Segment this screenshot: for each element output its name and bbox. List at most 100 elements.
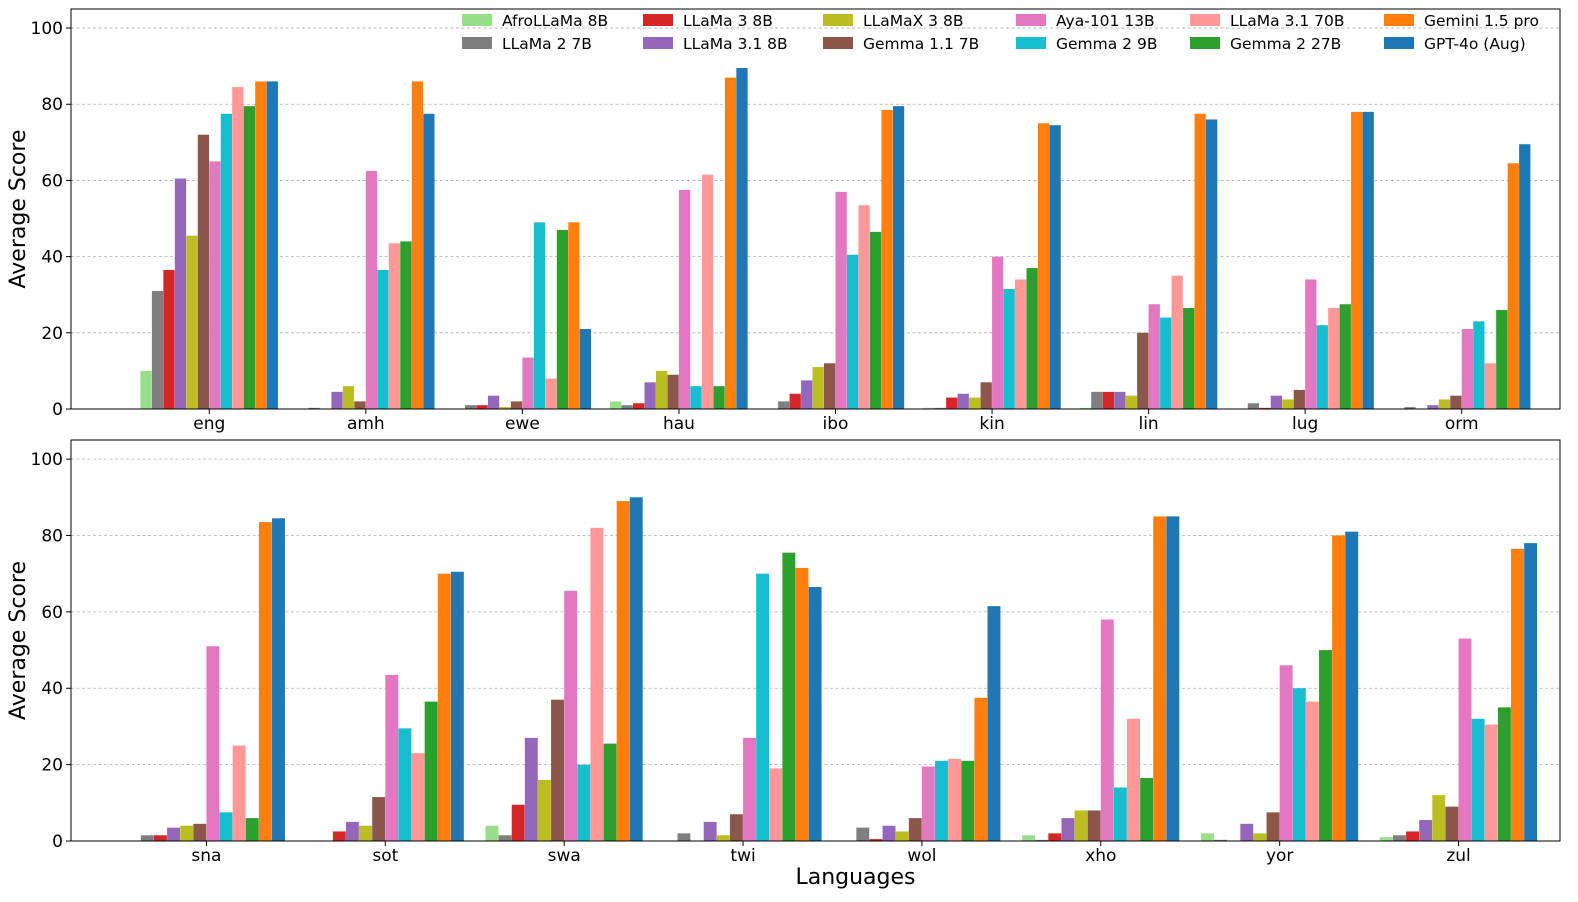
bar-sot-llama-3-1-70b <box>411 753 425 841</box>
bar-zul-aya-101-13b <box>1458 638 1472 841</box>
bar-xho-llama-3-8b <box>1048 833 1062 841</box>
bar-xho-llama-3-1-8b <box>1061 818 1075 841</box>
bar-sna-llamax-3-8b <box>180 825 194 841</box>
x-tick-label-kin: kin <box>979 414 1004 434</box>
bar-ibo-llama-2-7b <box>778 401 790 409</box>
bar-swa-gemini-1-5-pro <box>616 501 630 841</box>
bar-eng-llama-3-1-8b <box>174 178 187 409</box>
bar-twi-gemma-2-9b <box>756 573 770 841</box>
bar-sna-llama-2-7b <box>140 835 154 841</box>
bar-ewe-gemma-2-27b <box>556 229 569 409</box>
y-tick-label: 40 <box>41 248 63 268</box>
bar-orm-gemma-2-9b <box>1473 321 1485 409</box>
bar-amh-gemma-2-27b <box>400 241 412 409</box>
bar-kin-afrollama-8b <box>923 407 935 409</box>
bar-lin-gemma-1-1-7b <box>1137 332 1149 409</box>
x-tick-label-sna: sna <box>191 846 221 866</box>
bar-hau-gpt-4o-aug- <box>736 68 748 410</box>
bar-zul-llama-3-1-70b <box>1484 724 1498 841</box>
bar-yor-afrollama-8b <box>1200 833 1214 841</box>
x-tick-label-orm: orm <box>1445 414 1479 434</box>
x-tick-label-sot: sot <box>372 846 398 866</box>
bar-yor-gemini-1-5-pro <box>1332 535 1346 841</box>
bar-orm-aya-101-13b <box>1461 329 1474 409</box>
y-tick-label: 60 <box>41 171 63 191</box>
bar-sot-gpt-4o-aug- <box>450 571 464 841</box>
bar-amh-llama-3-1-8b <box>331 391 343 409</box>
bar-eng-aya-101-13b <box>209 161 221 409</box>
x-tick-label-ibo: ibo <box>823 414 849 434</box>
bar-lug-llama-3-1-70b <box>1328 308 1340 409</box>
bar-orm-llamax-3-8b <box>1438 399 1451 409</box>
bar-wol-aya-101-13b <box>921 766 935 841</box>
bar-eng-gpt-4o-aug- <box>266 81 278 409</box>
bar-hau-llamax-3-8b <box>655 370 668 409</box>
x-axis-label: Languages <box>795 865 915 890</box>
x-tick-label-swa: swa <box>548 846 581 866</box>
bar-yor-llama-3-1-70b <box>1305 701 1319 841</box>
bar-eng-gemma-2-9b <box>220 113 233 409</box>
bar-eng-llama-3-8b <box>163 269 175 409</box>
bar-orm-gemma-1-1-7b <box>1450 395 1462 409</box>
x-tick-label-zul: zul <box>1446 846 1470 866</box>
bar-hau-gemma-2-9b <box>690 386 702 409</box>
bar-lin-gemma-2-9b <box>1160 317 1172 409</box>
bar-kin-llama-3-1-8b <box>957 393 969 409</box>
bar-sna-llama-3-1-70b <box>232 745 246 841</box>
bar-sna-aya-101-13b <box>206 646 220 841</box>
y-tick-label: 20 <box>41 756 63 776</box>
legend-label: Gemma 2 27B <box>1230 35 1341 53</box>
bar-orm-gpt-4o-aug- <box>1519 144 1531 409</box>
bar-ibo-llamax-3-8b <box>812 367 824 409</box>
bar-ewe-aya-101-13b <box>522 357 534 409</box>
x-tick-label-xho: xho <box>1085 846 1116 866</box>
bar-sot-gemini-1-5-pro <box>437 573 451 841</box>
bar-amh-aya-101-13b <box>365 170 378 409</box>
bar-swa-gpt-4o-aug- <box>629 497 643 841</box>
bar-xho-gemma-2-9b <box>1113 787 1127 841</box>
bar-kin-gemma-1-1-7b <box>980 382 992 409</box>
bar-xho-llamax-3-8b <box>1074 810 1088 841</box>
bar-ibo-gemma-2-9b <box>846 254 859 409</box>
bar-swa-gemma-1-1-7b <box>551 699 564 841</box>
bar-ewe-llama-2-7b <box>464 405 477 409</box>
x-tick-label-ewe: ewe <box>505 414 540 434</box>
bar-orm-llama-2-7b <box>1404 407 1416 409</box>
bar-ewe-llama-3-1-8b <box>487 395 500 409</box>
bar-lug-gemma-2-27b <box>1339 304 1351 409</box>
bar-hau-llama-3-1-8b <box>644 382 656 409</box>
bar-lin-llamax-3-8b <box>1125 395 1137 409</box>
bar-lin-aya-101-13b <box>1148 304 1160 409</box>
bar-lug-gemini-1-5-pro <box>1351 111 1363 409</box>
legend: AfroLLaMa 8B LLaMa 2 7B LLaMa 3 8B LLaMa 3.… <box>462 12 1539 53</box>
x-tick-label-amh: amh <box>347 414 385 434</box>
bar-eng-gemma-1-1-7b <box>197 134 210 409</box>
bar-amh-llamax-3-8b <box>342 386 355 409</box>
legend-swatch <box>643 14 673 26</box>
y-tick-label: 80 <box>41 95 63 115</box>
bar-ibo-gemini-1-5-pro <box>881 109 893 409</box>
bar-kin-gemma-2-9b <box>1003 289 1015 409</box>
bar-zul-gemini-1-5-pro <box>1511 548 1524 841</box>
x-tick-label-hau: hau <box>663 414 695 434</box>
bar-eng-llama-3-1-70b <box>232 87 244 409</box>
bar-hau-afrollama-8b <box>610 401 622 409</box>
bar-wol-llamax-3-8b <box>895 831 909 841</box>
legend-swatch <box>1190 14 1220 26</box>
x-tick-label-twi: twi <box>730 846 755 866</box>
bar-zul-llama-3-8b <box>1406 831 1420 841</box>
bar-kin-aya-101-13b <box>992 256 1004 409</box>
bar-twi-llama-3-1-70b <box>769 768 783 841</box>
bar-lin-llama-2-7b <box>1091 391 1103 409</box>
bar-ewe-llama-3-8b <box>476 405 488 409</box>
bar-wol-llama-3-1-8b <box>882 825 896 841</box>
y-tick-label: 40 <box>41 679 63 699</box>
bar-eng-gemini-1-5-pro <box>255 81 267 409</box>
legend-label: LLaMa 3.1 8B <box>683 35 788 53</box>
y-tick-label: 100 <box>31 19 63 39</box>
bar-xho-gemma-2-27b <box>1140 777 1154 841</box>
legend-label: GPT-4o (Aug) <box>1424 35 1526 53</box>
x-tick-label-wol: wol <box>907 846 936 866</box>
bar-xho-llama-3-1-70b <box>1127 718 1140 841</box>
y-tick-label: 60 <box>41 603 63 623</box>
